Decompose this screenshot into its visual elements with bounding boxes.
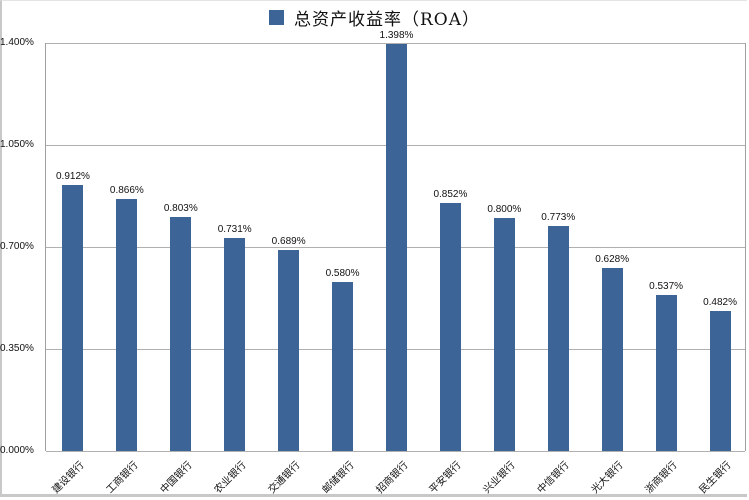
data-label: 0.689% <box>271 236 306 248</box>
gridline <box>46 451 745 452</box>
legend-swatch <box>268 10 284 25</box>
data-label: 0.800% <box>487 203 522 215</box>
gridline <box>46 43 745 44</box>
data-label: 0.537% <box>649 280 684 292</box>
legend-label: 总资产收益率（ROA） <box>293 10 480 30</box>
bar <box>547 225 569 451</box>
plot-area: 0.912% 0.866% 0.803% 0.731% 0.689% 0.580% 1.39… <box>45 30 746 452</box>
data-label: 0.580% <box>325 267 360 279</box>
data-label: 0.773% <box>541 211 576 223</box>
bar <box>278 250 300 451</box>
y-tick-label: 0.000% <box>0 445 34 456</box>
y-tick-label: 1.400% <box>0 37 34 48</box>
y-tick-label: 0.350% <box>0 343 34 354</box>
bar <box>601 267 623 451</box>
bar <box>439 202 461 451</box>
y-tick-label: 0.700% <box>0 241 34 252</box>
bar <box>224 237 246 451</box>
bar <box>332 281 354 451</box>
data-label: 0.912% <box>55 171 90 183</box>
data-label: 0.866% <box>109 184 144 196</box>
data-label: 0.852% <box>433 188 468 200</box>
bar <box>386 43 407 451</box>
data-label: 0.628% <box>595 253 630 265</box>
bar <box>493 217 515 451</box>
bar <box>116 198 138 451</box>
bar <box>170 216 192 451</box>
bar <box>709 310 731 451</box>
legend: 总资产收益率（ROA） <box>0 5 749 30</box>
y-tick-label: 1.050% <box>0 139 34 150</box>
data-label: 1.398% <box>379 29 414 41</box>
data-label: 0.731% <box>217 223 252 235</box>
bar <box>62 185 84 451</box>
data-label: 0.482% <box>703 296 737 308</box>
bar <box>655 294 677 451</box>
data-label: 0.803% <box>163 202 198 214</box>
